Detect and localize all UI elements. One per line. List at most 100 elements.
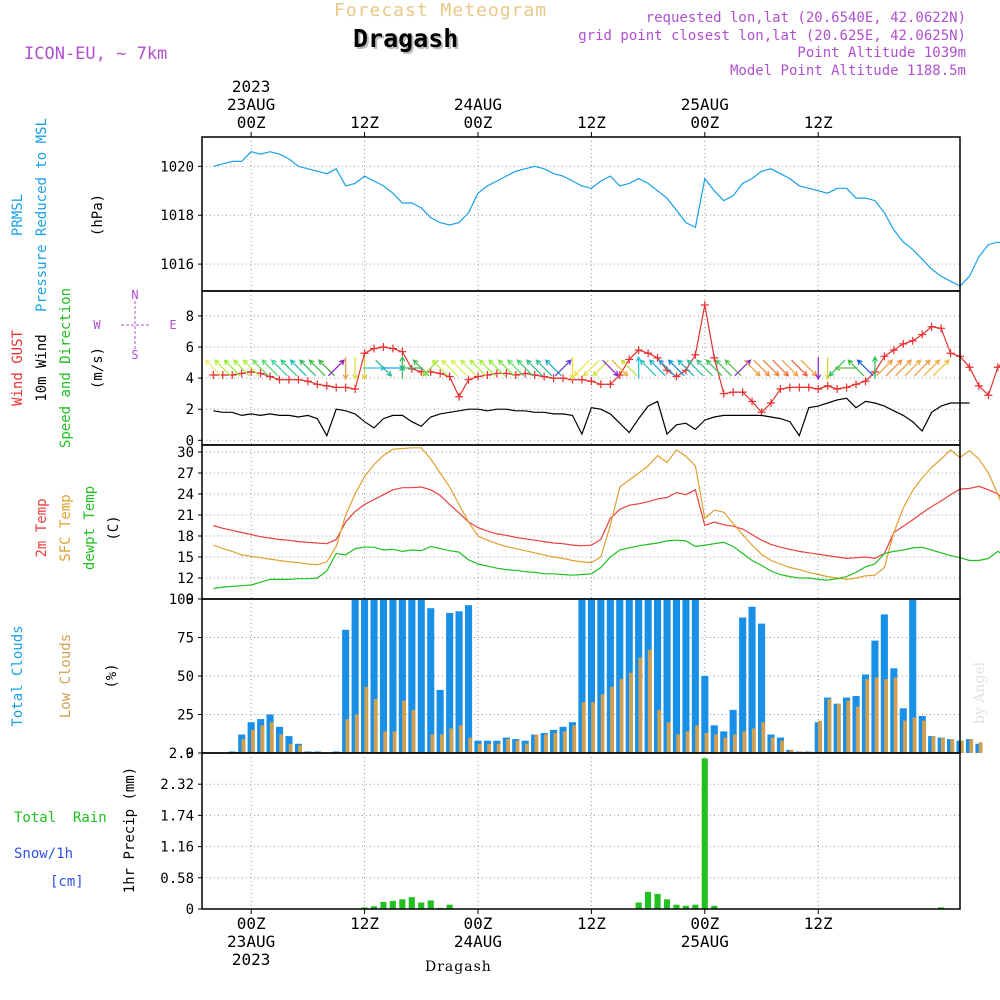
ytick-label: 0 (186, 746, 194, 762)
label-sfc: SFC Temp (58, 494, 74, 562)
gust-marker (388, 344, 397, 353)
wind-arrow (696, 359, 714, 377)
bar (938, 907, 945, 909)
gust-marker (710, 353, 719, 362)
gust-marker (455, 392, 464, 401)
gust-marker (407, 364, 416, 373)
gust-marker (294, 375, 303, 384)
ytick-label: 50 (177, 669, 194, 685)
label-temp-unit: (C) (106, 515, 122, 541)
gust-marker (398, 347, 407, 356)
compass-s: S (131, 348, 138, 362)
gust-marker (521, 369, 530, 378)
wind-arrow (781, 359, 799, 377)
wind-arrow (318, 359, 335, 377)
bar (676, 734, 681, 753)
bar (600, 694, 605, 753)
gust-marker (426, 367, 435, 376)
ytick-label: 2.32 (160, 777, 194, 793)
gust-marker (946, 349, 955, 358)
bar (836, 703, 841, 753)
wind-arrow (923, 359, 941, 377)
wind-arrow (658, 359, 676, 377)
ytick-label: 1.74 (160, 808, 194, 824)
series-line (213, 539, 1000, 590)
wind-arrow (232, 359, 250, 377)
top-time-label: 12Z (804, 113, 833, 132)
bar (761, 722, 766, 753)
wind-arrow (469, 359, 487, 377)
bar (682, 905, 689, 909)
bar (534, 734, 539, 753)
gust-marker (559, 374, 568, 383)
wind-arrow (507, 359, 525, 377)
bar (931, 736, 936, 753)
gust-marker (965, 363, 974, 372)
bar (342, 629, 350, 753)
bar (392, 731, 397, 753)
top-time-label: 12Z (577, 113, 606, 132)
bar (663, 599, 671, 753)
wind-arrow (516, 359, 534, 377)
requested-coords: requested lon,lat (20.6540E, 42.0622N) (645, 10, 966, 26)
ytick-label: 1.16 (160, 840, 194, 856)
series-line (213, 151, 1000, 287)
gust-marker (303, 377, 312, 386)
gust-marker (275, 375, 284, 384)
gust-marker (974, 381, 983, 390)
gust-marker (776, 385, 785, 393)
bar (468, 737, 473, 753)
bar (818, 720, 822, 753)
bar (940, 737, 945, 753)
bar (950, 739, 955, 753)
gust-marker (464, 375, 473, 384)
gust-marker (785, 383, 794, 392)
bar (446, 904, 453, 909)
panel-5: 0 0.58 1.16 1.74 2.32 2.9 (160, 746, 961, 918)
gust-marker (691, 350, 700, 359)
bar (846, 700, 851, 753)
label-wind-unit: (m/s) (90, 346, 106, 390)
series-line (213, 304, 1000, 414)
bar (398, 599, 406, 753)
model-name: ICON-EU, ~ 7km (24, 44, 168, 64)
gust-marker (606, 380, 615, 389)
gust-marker (993, 363, 1000, 372)
wind-arrow (639, 359, 657, 377)
bar (408, 897, 415, 909)
label-prmsl-unit: (hPa) (90, 193, 106, 237)
bar (884, 679, 888, 753)
label-low-clouds: Low Clouds (58, 633, 74, 719)
bottom-time-label: 12Z (804, 914, 833, 933)
bottom-time-label: 12Z (577, 914, 606, 933)
gust-marker (237, 369, 246, 378)
bar (978, 742, 983, 753)
bar (742, 731, 747, 753)
panel-1: 1016 1018 1020 (160, 136, 1000, 292)
wind-arrow (847, 359, 865, 377)
gust-marker (492, 369, 501, 378)
wind-arrow (815, 357, 822, 381)
bar (969, 739, 974, 753)
bar (704, 733, 709, 753)
ytick-label: 25 (177, 708, 194, 724)
panel-frame (201, 136, 961, 292)
gust-marker (502, 369, 511, 378)
bar (418, 902, 425, 909)
bar (399, 899, 406, 909)
ytick-label: 8 (186, 309, 194, 325)
bar (912, 717, 917, 753)
wind-arrow (299, 359, 317, 377)
gust-marker (823, 381, 832, 390)
bar (695, 725, 699, 753)
point-altitude: Point Altitude 1039m (797, 45, 966, 61)
bar (389, 900, 396, 909)
gust-marker (436, 369, 445, 378)
wind-arrow (932, 359, 950, 377)
bar (279, 734, 284, 753)
gust-marker (795, 383, 804, 392)
bar (380, 902, 387, 909)
wind-arrow (327, 359, 345, 377)
wind-arrow (772, 359, 790, 377)
